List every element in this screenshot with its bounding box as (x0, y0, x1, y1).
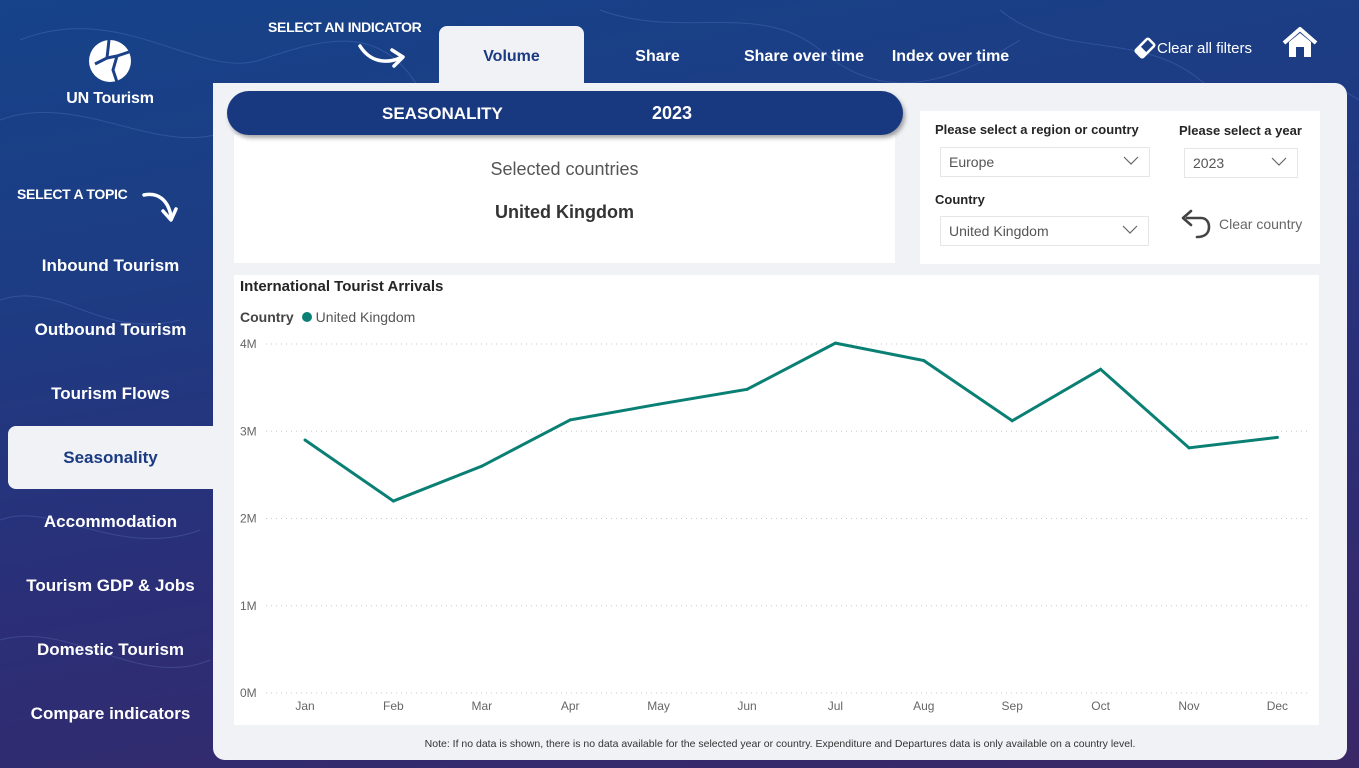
home-button[interactable] (1282, 26, 1318, 65)
data-note: Note: If no data is shown, there is no d… (424, 738, 1136, 750)
x-tick-label: Sep (1002, 699, 1024, 713)
data-point (303, 438, 307, 442)
selected-countries-value: United Kingdom (495, 202, 634, 222)
data-point (657, 402, 661, 406)
selected-countries-label: Selected countries (490, 159, 639, 179)
filter-card: Please select a region or country Europe… (920, 111, 1320, 264)
x-tick-label: Jul (828, 699, 843, 713)
data-point (1275, 435, 1279, 439)
chevron-down-icon (1122, 225, 1138, 234)
data-point (922, 359, 926, 363)
y-tick-label: 1M (240, 599, 257, 613)
sidebar-item-label: Accommodation (43, 511, 178, 531)
clear-all-filters-button[interactable]: Clear all filters (1133, 36, 1252, 60)
un-tourism-logo[interactable]: UN Tourism (60, 38, 160, 108)
x-tick-label: Nov (1178, 699, 1199, 713)
eraser-icon (1134, 37, 1156, 59)
series-line (304, 341, 1278, 503)
legend-title: Country (240, 309, 294, 325)
sidebar-item-label: Seasonality (63, 447, 158, 467)
data-point (745, 387, 749, 391)
undo-arrow-icon (1181, 209, 1211, 239)
main-panel: Selected countries United Kingdom SEASON… (213, 83, 1347, 760)
sidebar-item-accommodation[interactable]: Accommodation (8, 490, 213, 553)
region-value: Europe (949, 154, 995, 170)
chart-title: International Tourist Arrivals (240, 278, 444, 295)
sidebar-item-compare-indicators[interactable]: Compare indicators (8, 682, 213, 745)
y-tick-label: 4M (240, 337, 257, 351)
globe-logo-icon (89, 39, 131, 83)
sidebar-item-label: Outbound Tourism (34, 319, 187, 339)
y-tick-label: 3M (240, 424, 257, 438)
year-value: 2023 (1193, 155, 1225, 171)
brand-name: UN Tourism (66, 90, 154, 107)
legend-series-name[interactable]: United Kingdom (315, 309, 416, 325)
data-point (480, 464, 484, 468)
data-point (833, 341, 837, 345)
legend-marker (301, 312, 312, 322)
country-dropdown[interactable]: United Kingdom (940, 216, 1149, 246)
y-tick-label: 2M (240, 512, 257, 526)
region-dropdown[interactable]: Europe (940, 147, 1150, 177)
select-topic-hint: SELECT A TOPIC (17, 186, 128, 202)
clear-country-label: Clear country (1219, 216, 1303, 232)
home-icon (1282, 27, 1318, 57)
line-chart: 0M 1M 2M 3M 4M Jan Feb Mar Apr May Jun Jul Aug Sep Oct… (240, 337, 1309, 713)
clear-all-filters-label: Clear all filters (1157, 39, 1253, 57)
data-point (1187, 446, 1191, 450)
chart-card: International Tourist Arrivals Country U… (234, 275, 1319, 725)
y-tick-label: 0M (240, 686, 257, 700)
data-point (391, 499, 395, 503)
curved-arrow-icon (358, 44, 405, 68)
sidebar-item-seasonality[interactable]: Seasonality (8, 426, 213, 489)
x-tick-label: Jun (737, 699, 756, 713)
sidebar-item-tourism-flows[interactable]: Tourism Flows (8, 362, 213, 425)
clear-country-button[interactable]: Clear country (1179, 207, 1302, 241)
sidebar-item-label: Tourism GDP & Jobs (26, 575, 195, 595)
sidebar-item-label: Tourism Flows (51, 383, 170, 403)
sidebar-item-label: Domestic Tourism (36, 639, 185, 659)
selected-countries-card: Selected countries United Kingdom (234, 135, 895, 263)
banner-year: 2023 (652, 103, 693, 123)
select-indicator-hint: SELECT AN INDICATOR (268, 19, 422, 35)
curved-arrow-down-icon (142, 192, 178, 222)
sidebar-item-outbound-tourism[interactable]: Outbound Tourism (8, 298, 213, 361)
sidebar-item-domestic-tourism[interactable]: Domestic Tourism (8, 618, 213, 681)
country-label: Country (935, 192, 985, 207)
chart-legend: Country United Kingdom (240, 309, 415, 325)
sidebar-item-label: Compare indicators (30, 703, 191, 723)
tab-share-over-time[interactable]: Share over time (743, 48, 865, 65)
country-value: United Kingdom (949, 223, 1049, 239)
data-point (1099, 367, 1103, 371)
tab-index-over-time[interactable]: Index over time (891, 48, 1010, 65)
banner-title: SEASONALITY (382, 104, 503, 123)
data-point (1010, 419, 1014, 423)
x-tick-label: Mar (471, 699, 492, 713)
tab-volume[interactable]: Volume (439, 26, 584, 84)
region-label: Please select a region or country (935, 122, 1139, 137)
x-tick-label: Apr (561, 699, 580, 713)
chevron-down-icon (1123, 156, 1139, 165)
x-tick-label: Dec (1267, 699, 1288, 713)
chevron-down-icon (1271, 157, 1287, 166)
x-tick-label: Oct (1091, 699, 1110, 713)
x-tick-label: May (647, 699, 670, 713)
x-tick-label: Aug (913, 699, 934, 713)
year-label: Please select a year (1179, 123, 1302, 138)
x-tick-label: Jan (295, 699, 314, 713)
sidebar-item-label: Inbound Tourism (41, 255, 180, 275)
sidebar-item-tourism-gdp-jobs[interactable]: Tourism GDP & Jobs (8, 554, 213, 617)
year-dropdown[interactable]: 2023 (1184, 148, 1298, 178)
sidebar-item-inbound-tourism[interactable]: Inbound Tourism (8, 234, 213, 297)
page-banner: SEASONALITY 2023 (227, 91, 903, 135)
data-point (568, 418, 572, 422)
x-tick-label: Feb (383, 699, 404, 713)
tab-share[interactable]: Share (635, 48, 680, 65)
